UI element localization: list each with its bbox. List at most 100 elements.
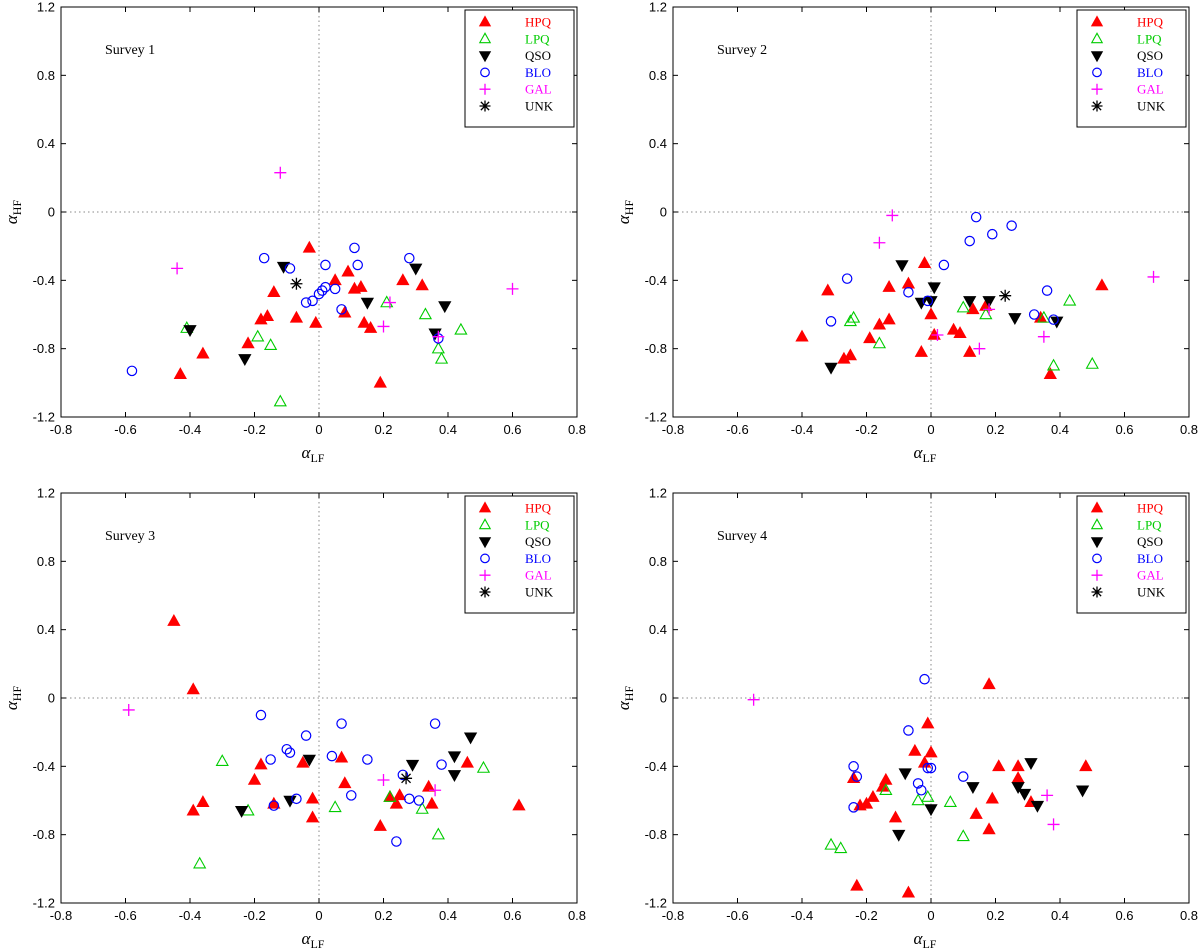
- y-axis-label: αHF: [614, 686, 636, 711]
- legend-marker-hpq: [478, 501, 492, 513]
- x-tick-label: 0.6: [503, 422, 521, 437]
- x-axis-label: αLF: [302, 929, 325, 951]
- data-point-hpq: [254, 757, 268, 770]
- y-tick-label: 0: [48, 205, 55, 220]
- data-point-lpq: [843, 314, 858, 327]
- data-point-qso: [963, 296, 977, 308]
- data-point-blo: [265, 754, 276, 765]
- data-point-qso: [892, 829, 906, 842]
- data-point-unk: [999, 289, 1012, 302]
- data-point-gal: [377, 774, 390, 786]
- data-point-qso: [966, 782, 980, 794]
- y-tick-label: 1.2: [37, 486, 55, 501]
- data-point-lpq: [824, 837, 838, 850]
- x-axis-subscript: LF: [310, 451, 324, 465]
- x-tick-label: 0.2: [986, 422, 1004, 437]
- legend-label-blo: BLO: [525, 65, 551, 80]
- data-point-blo: [268, 800, 280, 811]
- data-point-hpq: [241, 336, 255, 349]
- data-point-hpq: [843, 348, 858, 361]
- y-axis-symbol: α: [2, 214, 21, 224]
- data-point-blo: [255, 709, 267, 721]
- data-point-hpq: [795, 329, 809, 342]
- data-point-lpq: [380, 295, 394, 308]
- y-axis-subscript: HF: [10, 200, 24, 216]
- data-point-blo: [825, 316, 837, 327]
- y-tick-label: -1.2: [645, 410, 667, 425]
- data-point-hpq: [247, 772, 262, 785]
- data-point-qso: [1075, 785, 1090, 798]
- data-point-lpq: [328, 800, 342, 813]
- data-point-lpq: [454, 322, 468, 335]
- data-point-qso: [1011, 782, 1025, 794]
- data-point-qso: [924, 804, 938, 817]
- data-point-hpq: [882, 312, 896, 325]
- data-point-gal: [429, 784, 442, 797]
- data-point-blo: [848, 802, 859, 813]
- x-tick-label: 0.8: [568, 422, 586, 437]
- data-point-qso: [824, 362, 838, 375]
- data-point-blo: [329, 283, 341, 295]
- data-point-hpq: [863, 331, 877, 344]
- x-axis-symbol: α: [914, 929, 924, 948]
- panel-label: Survey 4: [717, 529, 767, 544]
- data-point-blo: [916, 784, 927, 796]
- data-point-lpq: [1063, 293, 1077, 306]
- data-point-blo: [970, 211, 982, 223]
- y-tick-label: -0.8: [645, 827, 667, 842]
- legend-label-unk: UNK: [1137, 585, 1166, 600]
- data-point-hpq: [985, 791, 999, 804]
- data-point-gal: [377, 320, 390, 333]
- x-tick-label: 0.6: [503, 908, 521, 923]
- panel-survey-4: -0.8 -0.6 -0.4 -0.2 0 0.2 0.4 0.6 0.8 1.2 0.8 0.4 0 -…: [614, 486, 1198, 952]
- data-point-gal: [1047, 818, 1060, 831]
- data-point-blo: [938, 259, 950, 271]
- panel-label: Survey 1: [105, 43, 155, 58]
- y-tick-label: -1.2: [33, 410, 55, 425]
- data-point-blo: [316, 285, 328, 296]
- y-axis-symbol: α: [2, 700, 21, 710]
- x-tick-label: -0.4: [791, 908, 813, 923]
- x-tick-label: -0.8: [662, 422, 684, 437]
- y-tick-label: 1.2: [649, 0, 667, 15]
- data-point-hpq: [917, 256, 932, 269]
- data-point-hpq: [946, 322, 961, 335]
- data-point-hpq: [901, 885, 916, 898]
- data-point-blo: [436, 759, 447, 770]
- x-tick-label: 0: [927, 908, 934, 923]
- data-point-hpq: [260, 309, 275, 321]
- data-point-blo: [413, 795, 425, 806]
- x-tick-label: -0.8: [50, 422, 72, 437]
- data-point-hpq: [373, 375, 387, 388]
- legend-marker-gal: [1091, 569, 1103, 581]
- legend-label-gal: GAL: [1137, 568, 1164, 583]
- x-tick-label: 0.2: [374, 422, 392, 437]
- data-point-blo: [284, 263, 296, 274]
- data-point-gal: [171, 262, 184, 275]
- data-point-gal: [1037, 330, 1050, 343]
- legend-label-unk: UNK: [525, 99, 554, 114]
- legend-marker-qso: [478, 537, 492, 549]
- data-point-qso: [302, 754, 316, 767]
- x-tick-label: 0: [315, 422, 322, 437]
- panel-survey-3: -0.8 -0.6 -0.4 -0.2 0 0.2 0.4 0.6 0.8 1.2 0.8 0.4 0 -…: [2, 486, 586, 952]
- legend-label-hpq: HPQ: [1137, 501, 1164, 516]
- data-point-lpq: [872, 336, 887, 349]
- legend-marker-lpq: [1090, 32, 1104, 44]
- data-point-lpq: [431, 341, 445, 354]
- y-tick-label: 0.4: [37, 136, 55, 151]
- data-point-gal: [432, 330, 445, 343]
- panel-survey-1: -0.8 -0.6 -0.4 -0.2 0 0.2 0.4 0.6 0.8 1.2 0.8 0.4 0 -…: [2, 0, 586, 465]
- y-axis-label: αHF: [2, 686, 24, 711]
- data-point-blo: [397, 769, 409, 781]
- data-point-hpq: [927, 327, 941, 340]
- data-point-blo: [126, 365, 138, 377]
- data-point-qso: [283, 795, 297, 808]
- x-axis-subscript: LF: [922, 451, 936, 465]
- legend-marker-unk: [479, 100, 491, 112]
- data-point-hpq: [196, 346, 210, 359]
- data-point-qso: [982, 296, 996, 308]
- data-point-gal: [886, 209, 899, 222]
- legend-label-blo: BLO: [1137, 551, 1163, 566]
- data-point-lpq: [1085, 356, 1099, 369]
